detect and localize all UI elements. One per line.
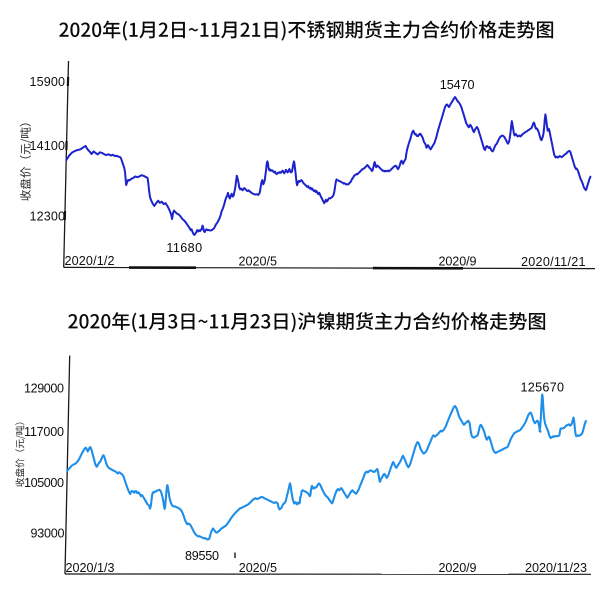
svg-text:129000: 129000 xyxy=(24,381,64,395)
svg-text:15470: 15470 xyxy=(440,78,475,92)
svg-text:12300: 12300 xyxy=(30,209,66,223)
svg-text:14100: 14100 xyxy=(30,139,66,153)
svg-text:117000: 117000 xyxy=(24,425,64,439)
svg-text:2020/11/23: 2020/11/23 xyxy=(525,561,587,575)
svg-text:2020/1/2: 2020/1/2 xyxy=(65,254,115,268)
svg-text:2020/11/21: 2020/11/21 xyxy=(521,255,586,269)
svg-text:2020/9: 2020/9 xyxy=(439,561,477,575)
svg-text:11680: 11680 xyxy=(166,241,202,255)
svg-text:93000: 93000 xyxy=(31,527,65,541)
svg-text:2020/9: 2020/9 xyxy=(439,255,477,269)
svg-text:15900: 15900 xyxy=(30,75,66,89)
svg-text:125670: 125670 xyxy=(521,380,565,394)
svg-text:2020/1/3: 2020/1/3 xyxy=(66,561,115,575)
svg-text:89550: 89550 xyxy=(185,549,219,563)
svg-text:2020/5: 2020/5 xyxy=(239,254,278,268)
svg-text:2020/5: 2020/5 xyxy=(239,561,277,575)
svg-text:105000: 105000 xyxy=(24,476,64,490)
